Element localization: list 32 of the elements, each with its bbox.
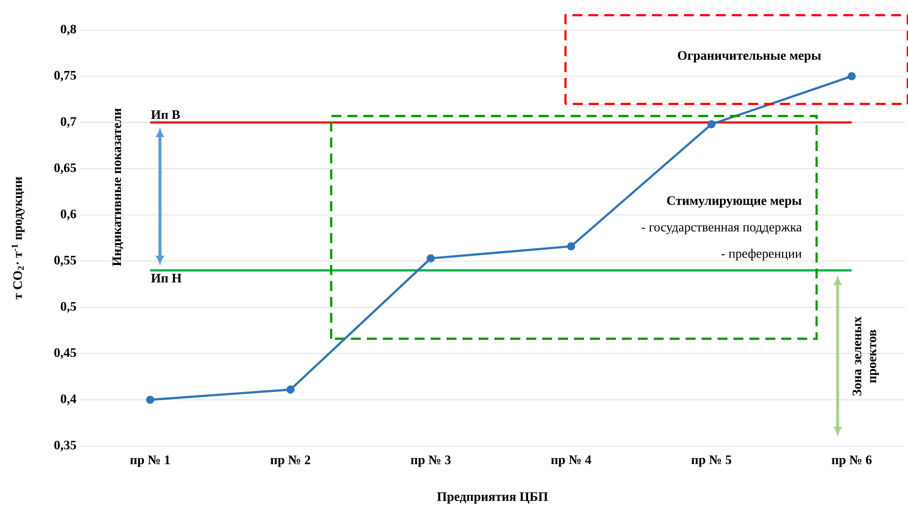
x-tick-label: пр № 4 (551, 456, 592, 467)
point (848, 72, 856, 80)
x-tick-label: пр № 5 (691, 456, 732, 467)
point (426, 254, 435, 262)
y-tick-label: 0,7 (60, 117, 76, 128)
point (146, 396, 154, 404)
annotation: Зона зеленых проектов (852, 316, 879, 396)
y-tick-label: 0,8 (60, 24, 76, 36)
y-tick-label: 0,55 (54, 256, 76, 266)
y-tick-label: 0,5 (60, 302, 76, 313)
point (286, 386, 295, 394)
y-tick-label: 0,65 (54, 163, 76, 174)
x-tick-label: пр № 2 (270, 456, 310, 467)
y-tick-label: 0,45 (54, 348, 76, 359)
annotation: - преференции (721, 248, 802, 261)
ref-line-label: Ип Н (151, 274, 182, 282)
point (707, 120, 716, 128)
annotation: Ограничительные меры (678, 51, 821, 62)
y-axis-title: т CO$_{2}$· т$^{-1}$ продукции (12, 176, 25, 300)
x-tick-label: пр № 3 (410, 456, 451, 467)
annotation: - государственная поддержка (642, 225, 802, 234)
annotation: Индикативные показатели (112, 108, 124, 266)
point (566, 242, 576, 250)
x-axis-title: Предприятия ЦБП (437, 492, 548, 504)
annotation: Стимулирующие меры (667, 196, 802, 208)
y-tick-label: 0,6 (60, 210, 76, 220)
y-tick-label: 0,35 (54, 440, 76, 452)
y-tick-label: 0,4 (60, 394, 76, 406)
x-tick-label: пр № 6 (832, 456, 872, 467)
y-tick-label: 0,75 (54, 70, 76, 82)
ref-line-label: Ип В (151, 110, 180, 119)
x-tick-label: пр № 1 (130, 456, 170, 467)
